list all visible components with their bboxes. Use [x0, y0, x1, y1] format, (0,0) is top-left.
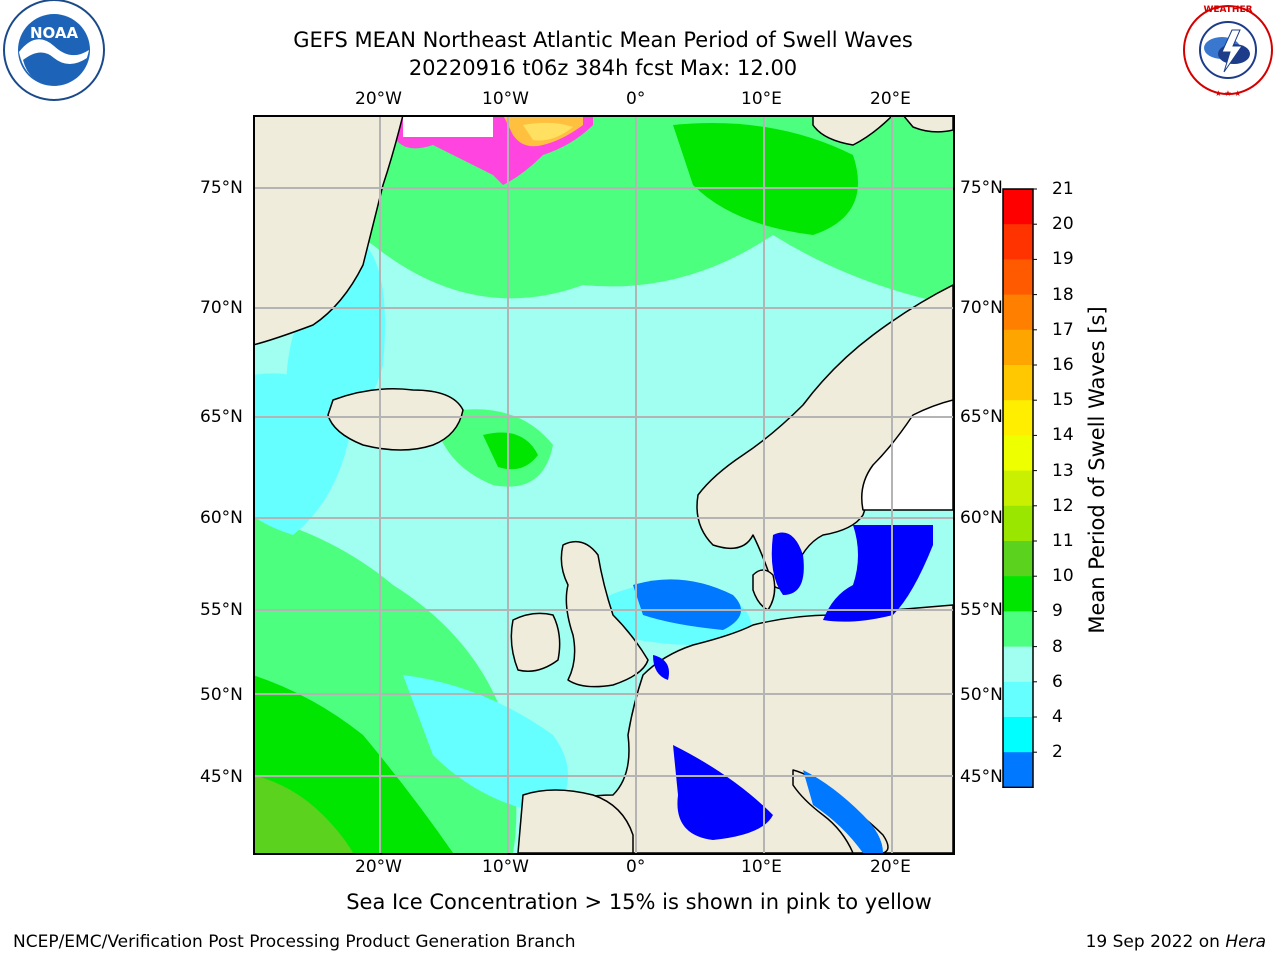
colorbar-segment: [1003, 576, 1033, 612]
noaa-logo: NOAA: [3, 0, 105, 101]
colorbar-segment: [1003, 611, 1033, 648]
colorbar-tick-label: 16: [1052, 355, 1074, 375]
lon-label-top-5: 20°E: [870, 89, 911, 109]
colorbar-tick-label: 20: [1052, 214, 1074, 235]
colorbar-segment: [1003, 329, 1033, 366]
lat-label-right-1: 75°N: [960, 178, 1003, 198]
lon-label-bottom-5: 20°E: [870, 857, 911, 877]
iberia: [517, 789, 634, 853]
colorbar-title: Mean Period of Swell Waves [s]: [1085, 306, 1109, 634]
lat-label-right-7: 45°N: [960, 767, 1003, 787]
footer-date-text: 19 Sep 2022 on: [1085, 932, 1226, 952]
colorbar-tick-label: 12: [1052, 495, 1074, 516]
lon-label-bottom-2: 10°W: [482, 857, 529, 877]
colorbar-tick-label: 9: [1052, 601, 1063, 622]
colorbar-tick-label: 18: [1052, 284, 1074, 305]
iceland: [327, 388, 464, 451]
lat-label-left-4: 60°N: [200, 508, 243, 528]
colorbar-segment: [1003, 717, 1033, 753]
lon-label-top-4: 10°E: [741, 89, 782, 109]
colorbar-tick-label: 11: [1052, 531, 1074, 551]
lat-label-left-6: 50°N: [200, 685, 243, 705]
colorbar-segment: [1003, 259, 1033, 296]
colorbar-tick-label: 19: [1052, 249, 1074, 270]
colorbar-segment: [1003, 294, 1033, 331]
low-swell-seas: [653, 525, 933, 853]
colorbar-segment: [1003, 435, 1033, 472]
colorbar-tick-label: 13: [1052, 460, 1074, 481]
nws-logo: WEATHER ★ ★ ★: [1183, 5, 1273, 98]
lat-label-left-1: 75°N: [200, 178, 243, 198]
lon-label-bottom-4: 10°E: [741, 857, 782, 877]
footer-machine: Hera: [1225, 932, 1266, 952]
colorbar-tick-label: 15: [1052, 390, 1074, 411]
colorbar-segment: [1003, 681, 1033, 718]
colorbar-tick-label: 14: [1052, 425, 1074, 446]
map-title: GEFS MEAN Northeast Atlantic Mean Period…: [293, 28, 913, 52]
footer-credit: NCEP/EMC/Verification Post Processing Pr…: [13, 932, 576, 952]
colorbar-segment: [1003, 189, 1033, 225]
graticule: [253, 115, 953, 853]
lon-label-top-2: 10°W: [482, 89, 529, 109]
sea-ice-note: Sea Ice Concentration > 15% is shown in …: [346, 890, 932, 914]
colorbar-tick-label: 17: [1052, 319, 1074, 340]
lat-label-right-6: 50°N: [960, 685, 1003, 705]
lat-label-left-2: 70°N: [200, 298, 243, 318]
svg-text:WEATHER: WEATHER: [1203, 5, 1252, 15]
lat-label-right-4: 60°N: [960, 508, 1003, 528]
lon-label-bottom-3: 0°: [626, 857, 646, 877]
colorbar-segment: [1003, 365, 1033, 401]
lat-label-right-3: 65°N: [960, 407, 1003, 427]
continental-europe: [522, 604, 953, 853]
colorbar-segment: [1003, 505, 1033, 542]
colorbar-tick-label: 10: [1052, 566, 1074, 587]
colorbar-tick-label: 8: [1052, 636, 1063, 657]
colorbar-segment: [1003, 646, 1033, 683]
lon-label-top-1: 20°W: [355, 89, 402, 109]
sea-ice: [393, 115, 593, 185]
colorbar-segment: [1003, 224, 1033, 260]
colorbar-tick-label: 21: [1052, 179, 1074, 199]
lon-label-top-3: 0°: [626, 89, 646, 109]
colorbar-segment: [1003, 541, 1033, 577]
lon-label-bottom-1: 20°W: [355, 857, 402, 877]
map-subtitle: 20220916 t06z 384h fcst Max: 12.00: [408, 56, 798, 80]
lat-label-left-5: 55°N: [200, 600, 243, 620]
colorbar-tick-label: 2: [1052, 742, 1063, 763]
colorbar-segment: [1003, 470, 1033, 507]
noaa-logo-text: NOAA: [30, 24, 79, 42]
greenland: [253, 115, 404, 346]
colorbar-segment: [1003, 752, 1033, 788]
colorbar-tick-label: 6: [1052, 671, 1063, 692]
colorbar: [1002, 188, 1037, 788]
lat-label-left-7: 45°N: [200, 767, 243, 787]
swell-period-map: [253, 115, 955, 855]
colorbar-tick-label: 4: [1052, 707, 1063, 727]
colorbar-segment: [1003, 400, 1033, 436]
lat-label-right-5: 55°N: [960, 600, 1003, 620]
svg-text:★ ★ ★: ★ ★ ★: [1215, 89, 1242, 98]
lat-label-right-2: 70°N: [960, 298, 1003, 318]
lat-label-left-3: 65°N: [200, 407, 243, 427]
ireland: [510, 612, 561, 672]
svalbard: [812, 115, 894, 146]
footer-date: 19 Sep 2022 on Hera: [1086, 932, 1266, 952]
great-britain: [560, 540, 649, 688]
